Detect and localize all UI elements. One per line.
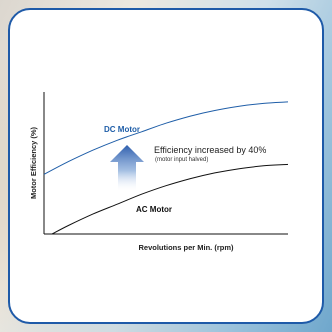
increase-arrow-icon (110, 145, 144, 192)
x-axis-title: Revolutions per Min. (rpm) (138, 243, 234, 252)
y-axis-title: Motor Efficiency (%) (29, 126, 38, 199)
series-label-ac-motor: AC Motor (136, 205, 172, 214)
series-label-dc-motor: DC Motor (104, 125, 140, 134)
annotation-subtext: (motor input halved) (155, 157, 208, 163)
series-line-ac-motor (51, 163, 289, 235)
chart-card: Motor Efficiency (%) Revolutions per Min… (8, 8, 324, 324)
annotation-text: Efficiency increased by 40% (154, 145, 266, 155)
series-line-dc-motor (43, 101, 289, 175)
efficiency-chart: Motor Efficiency (%) Revolutions per Min… (29, 92, 289, 252)
